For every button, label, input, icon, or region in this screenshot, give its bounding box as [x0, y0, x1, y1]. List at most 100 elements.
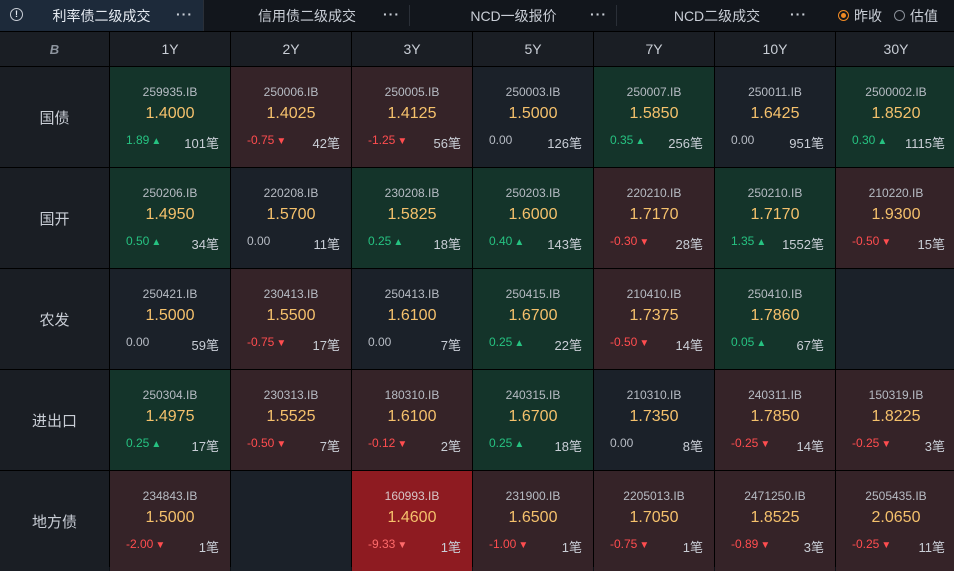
column-header-2y[interactable]: 2Y: [231, 32, 351, 66]
yield-change: 0.00: [731, 133, 754, 147]
quote-cell[interactable]: 240315.IB 1.6700 0.25 ▲ 18笔: [473, 370, 593, 470]
arrow-down-icon: ▼: [881, 439, 892, 450]
column-header-1y[interactable]: 1Y: [110, 32, 230, 66]
quote-cell[interactable]: 230313.IB 1.5525 -0.50 ▼ 7笔: [231, 370, 351, 470]
quote-cell[interactable]: 180310.IB 1.6100 -0.12 ▼ 2笔: [352, 370, 472, 470]
quote-cell[interactable]: 220210.IB 1.7170 -0.30 ▼ 28笔: [594, 168, 714, 268]
yield-change: 0.35 ▲: [610, 133, 645, 147]
quote-cell[interactable]: 2471250.IB 1.8525 -0.89 ▼ 3笔: [715, 471, 835, 571]
trade-yield: 1.6500: [508, 509, 558, 526]
trade-count: 143笔: [547, 237, 582, 252]
yield-change-value: 0.00: [489, 133, 513, 147]
radio-valuation[interactable]: 估值: [894, 6, 938, 26]
quote-cell[interactable]: 2505435.IB 2.0650 -0.25 ▼ 11笔: [836, 471, 954, 571]
yield-change-value: -9.33: [368, 537, 396, 551]
row-header: 国债: [0, 67, 109, 167]
yield-change-value: -0.50: [852, 234, 880, 248]
column-header-3y[interactable]: 3Y: [352, 32, 472, 66]
yield-change-value: 0.30: [852, 133, 876, 147]
quote-cell[interactable]: 230208.IB 1.5825 0.25 ▲ 18笔: [352, 168, 472, 268]
quote-cell[interactable]: 250210.IB 1.7170 1.35 ▲ 1552笔: [715, 168, 835, 268]
quote-cell[interactable]: 250421.IB 1.5000 0.00 59笔: [110, 269, 230, 369]
yield-change-value: 0.00: [731, 133, 755, 147]
more-icon[interactable]: ···: [176, 6, 193, 22]
column-header-10y[interactable]: 10Y: [715, 32, 835, 66]
bond-code: 2205013.IB: [623, 489, 685, 503]
quote-cell[interactable]: 250410.IB 1.7860 0.05 ▲ 67笔: [715, 269, 835, 369]
trade-count: 22笔: [554, 338, 582, 353]
row-header: 国开: [0, 168, 109, 268]
trade-count: 3笔: [803, 540, 824, 555]
quote-cell[interactable]: 2205013.IB 1.7050 -0.75 ▼ 1笔: [594, 471, 714, 571]
tab-ncd-primary-quotes[interactable]: NCD一级报价 ···: [410, 0, 617, 31]
quote-cell[interactable]: 160993.IB 1.4600 -9.33 ▼ 1笔: [352, 471, 472, 571]
tab-credit-bond-trades[interactable]: 信用债二级成交 ···: [203, 0, 410, 31]
quote-cell[interactable]: 240311.IB 1.7850 -0.25 ▼ 14笔: [715, 370, 835, 470]
column-header-5y[interactable]: 5Y: [473, 32, 593, 66]
quote-cell[interactable]: 210220.IB 1.9300 -0.50 ▼ 15笔: [836, 168, 954, 268]
bond-code: 2505435.IB: [865, 489, 927, 503]
quote-cell[interactable]: 250413.IB 1.6100 0.00 7笔: [352, 269, 472, 369]
quote-cell[interactable]: 210310.IB 1.7350 0.00 8笔: [594, 370, 714, 470]
bond-code: 2500002.IB: [865, 85, 927, 99]
quote-cell[interactable]: 230413.IB 1.5500 -0.75 ▼ 17笔: [231, 269, 351, 369]
quote-cell[interactable]: 250003.IB 1.5000 0.00 126笔: [473, 67, 593, 167]
trade-yield: 1.6100: [387, 307, 437, 324]
trade-count: 3笔: [924, 439, 945, 454]
quote-cell[interactable]: 250415.IB 1.6700 0.25 ▲ 22笔: [473, 269, 593, 369]
row-header: 农发: [0, 269, 109, 369]
yield-change: -0.12 ▼: [368, 436, 407, 450]
brand-logo-icon: B: [49, 41, 60, 57]
quote-cell[interactable]: 250203.IB 1.6000 0.40 ▲ 143笔: [473, 168, 593, 268]
quote-cell[interactable]: 259935.IB 1.4000 1.89 ▲ 101笔: [110, 67, 230, 167]
trade-count: 14笔: [675, 338, 703, 353]
yield-change: -0.50 ▼: [852, 234, 891, 248]
quote-cell[interactable]: 250011.IB 1.6425 0.00 951笔: [715, 67, 835, 167]
yield-change: -0.30 ▼: [610, 234, 649, 248]
quote-cell[interactable]: 150319.IB 1.8225 -0.25 ▼ 3笔: [836, 370, 954, 470]
yield-change-value: -0.75: [610, 537, 638, 551]
arrow-up-icon: ▲: [756, 237, 767, 248]
quote-cell[interactable]: 250206.IB 1.4950 0.50 ▲ 34笔: [110, 168, 230, 268]
tab-label: 信用债二级成交: [258, 7, 356, 24]
column-header-7y[interactable]: 7Y: [594, 32, 714, 66]
trade-yield: 1.8525: [750, 509, 800, 526]
yield-change-value: -0.75: [247, 335, 275, 349]
trade-yield: 1.5525: [266, 408, 316, 425]
yield-change: 0.05 ▲: [731, 335, 766, 349]
trade-count: 18笔: [554, 439, 582, 454]
bond-code: 250304.IB: [142, 388, 198, 402]
more-icon[interactable]: ···: [383, 6, 400, 22]
more-icon[interactable]: ···: [790, 6, 807, 22]
arrow-down-icon: ▼: [276, 338, 287, 349]
trade-yield: 1.6700: [508, 408, 558, 425]
tab-ncd-secondary-trades[interactable]: NCD二级成交 ···: [617, 0, 817, 31]
corner-cell: B: [0, 32, 109, 66]
quote-cell[interactable]: 220208.IB 1.5700 0.00 11笔: [231, 168, 351, 268]
trade-count: 7笔: [440, 338, 461, 353]
quote-cell[interactable]: 250006.IB 1.4025 -0.75 ▼ 42笔: [231, 67, 351, 167]
trade-yield: 1.6700: [508, 307, 558, 324]
info-icon[interactable]: !: [10, 8, 23, 21]
column-header-30y[interactable]: 30Y: [836, 32, 954, 66]
trade-yield: 1.5000: [145, 307, 195, 324]
quote-cell[interactable]: 234843.IB 1.5000 -2.00 ▼ 1笔: [110, 471, 230, 571]
quote-cell[interactable]: 2500002.IB 1.8520 0.30 ▲ 1115笔: [836, 67, 954, 167]
tab-rate-bond-trades[interactable]: ! 利率债二级成交 ···: [0, 0, 203, 31]
yield-change-value: 1.89: [126, 133, 150, 147]
yield-change-value: -2.00: [126, 537, 154, 551]
arrow-up-icon: ▲: [393, 237, 404, 248]
quote-cell[interactable]: 250005.IB 1.4125 -1.25 ▼ 56笔: [352, 67, 472, 167]
quote-cell[interactable]: 250007.IB 1.5850 0.35 ▲ 256笔: [594, 67, 714, 167]
bond-code: 250413.IB: [384, 287, 440, 301]
more-icon[interactable]: ···: [590, 6, 607, 22]
trade-count: 17笔: [312, 338, 340, 353]
yield-change-value: -1.00: [489, 537, 517, 551]
quote-cell[interactable]: 210410.IB 1.7375 -0.50 ▼ 14笔: [594, 269, 714, 369]
quote-cell[interactable]: 231900.IB 1.6500 -1.00 ▼ 1笔: [473, 471, 593, 571]
trade-count: 34笔: [191, 237, 219, 252]
quote-cell[interactable]: 250304.IB 1.4975 0.25 ▲ 17笔: [110, 370, 230, 470]
yield-change-value: -0.50: [610, 335, 638, 349]
trade-count: 11笔: [313, 237, 341, 252]
radio-prev-close[interactable]: 昨收: [838, 6, 882, 26]
